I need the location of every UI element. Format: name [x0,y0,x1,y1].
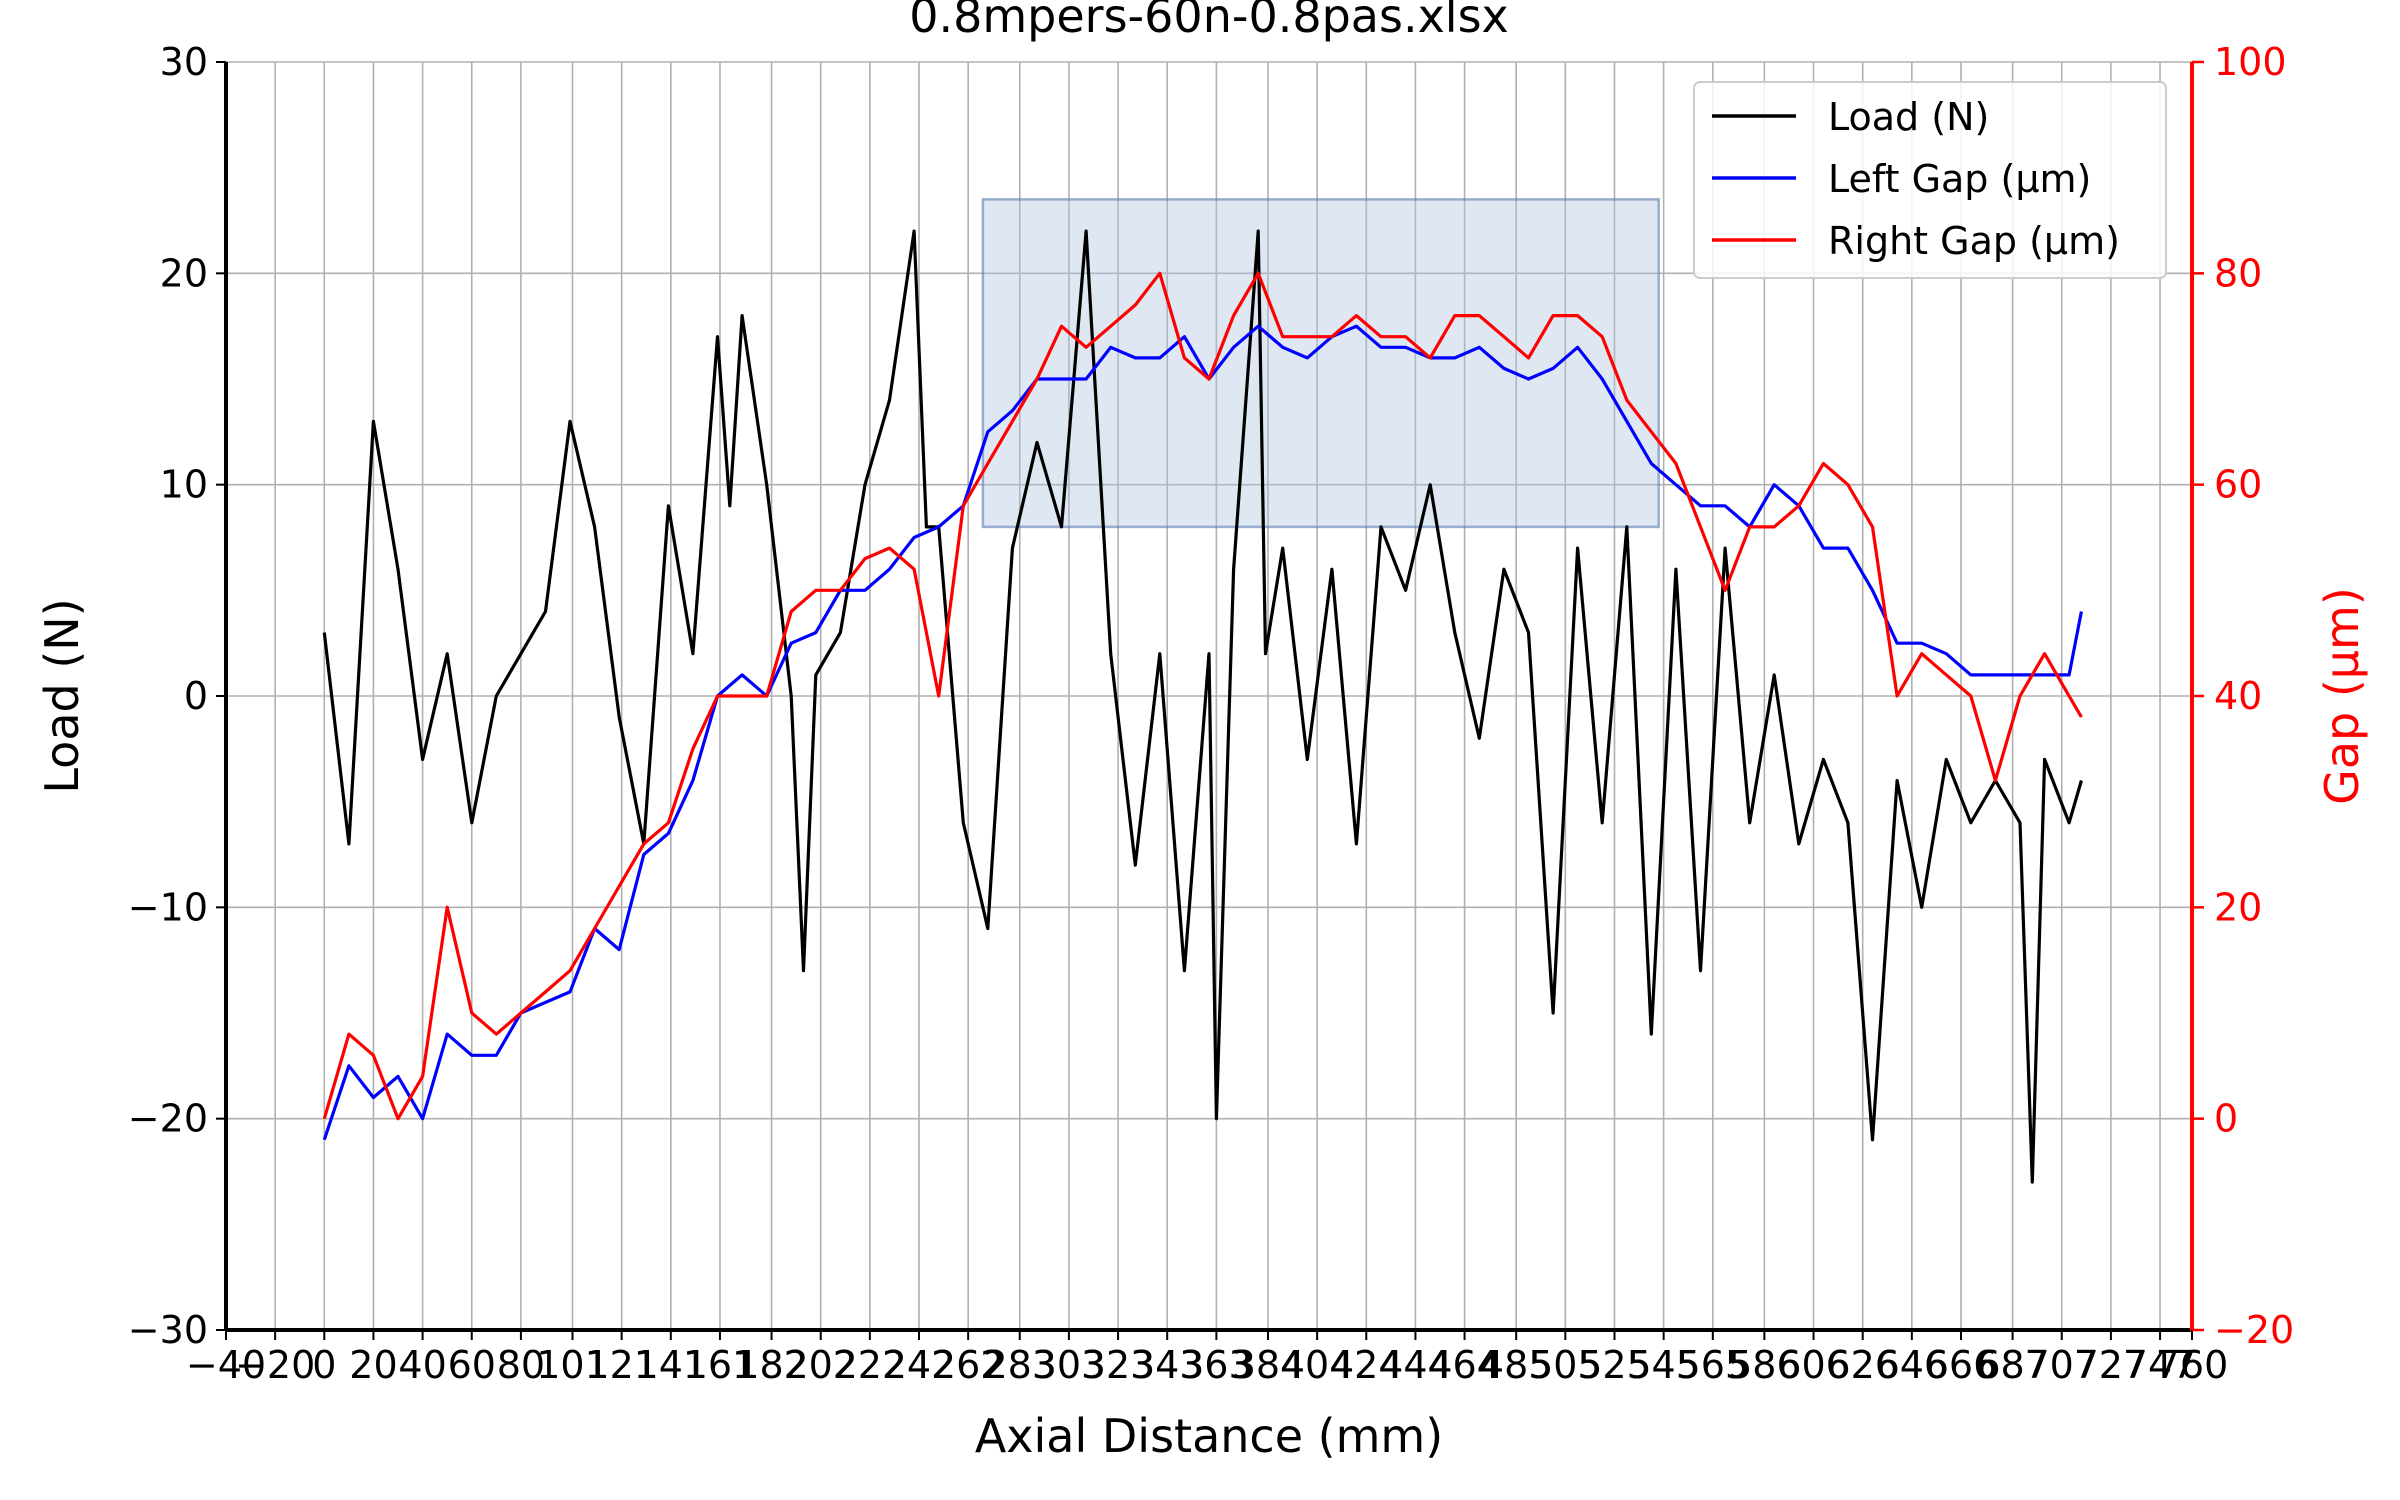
legend-label-right-gap: Right Gap (µm) [1828,219,2120,263]
y-tick-label: 30 [160,40,208,84]
x-tick-label: 687 [1976,1343,2049,1387]
y-tick-label: −30 [128,1308,208,1352]
x-tick-label: 0 [312,1343,336,1387]
series-layer [322,229,2083,1184]
x-tick-label: 444 [1379,1343,1452,1387]
x-tick-label: 545 [1627,1343,1700,1387]
x-tick-label: −20 [235,1343,315,1387]
x-tick-label: 747 [2124,1343,2197,1387]
x-tick-label: 141 [635,1343,708,1387]
x-tick-label: 586 [1728,1343,1801,1387]
x-tick-label: 464 [1428,1343,1501,1387]
y2-tick-label: −20 [2214,1308,2294,1352]
chart-title: 0.8mpers-60n-0.8pas.xlsx [909,0,1509,43]
x-tick-label: 525 [1578,1343,1651,1387]
ticks: −40−200 20 40 60 801011211411611822022222422… [128,40,2294,1387]
y2-tick-label: 60 [2214,463,2262,507]
x-tick-label: 182 [735,1343,808,1387]
x-tick-label: 363 [1180,1343,1253,1387]
x-tick-label: 505 [1529,1343,1602,1387]
y-tick-label: 10 [160,463,208,507]
x-tick-label: 727 [2075,1343,2148,1387]
x-tick-label: 101 [536,1343,609,1387]
x-tick-label: 121 [585,1343,658,1387]
x-tick-label: 760 [2156,1343,2229,1387]
highlight-box [981,198,1660,529]
x-tick-label: 565 [1677,1343,1750,1387]
x-tick-label: −40 [186,1343,266,1387]
x-tick-label: 606 [1777,1343,1850,1387]
x-tick-label: 202 [784,1343,857,1387]
x-tick-label: 343 [1131,1343,1204,1387]
y-tick-label: −20 [128,1097,208,1141]
x-tick-label: 424 [1330,1343,1403,1387]
x-tick-label: 40 [398,1343,446,1387]
x-tick-label: 60 [448,1343,496,1387]
y2-tick-label: 40 [2214,674,2262,718]
y-tick-label: 20 [160,251,208,295]
y2-axis-label: Gap (µm) [2315,587,2369,805]
x-tick-label: 707 [2025,1343,2098,1387]
x-tick-label: 384 [1232,1343,1305,1387]
legend: Load (N) Left Gap (µm) Right Gap (µm) [1693,81,2167,279]
y-tick-label: 0 [184,674,208,718]
x-tick-label: 323 [1082,1343,1155,1387]
x-tick-label: 404 [1281,1343,1354,1387]
x-tick-label: 283 [984,1343,1057,1387]
x-tick-label: 80 [497,1343,545,1387]
y-tick-label: −10 [128,885,208,929]
x-tick-label: 303 [1033,1343,1106,1387]
legend-label-load: Load (N) [1828,95,1989,139]
x-tick-label: 626 [1826,1343,1899,1387]
x-tick-label: 646 [1876,1343,1949,1387]
y-axis-label: Load (N) [35,598,89,793]
series-right-gap-line [322,271,2083,1121]
x-tick-label: 242 [883,1343,956,1387]
legend-box [1693,81,2167,279]
legend-label-left-gap: Left Gap (µm) [1828,157,2091,201]
x-tick-label: 20 [349,1343,397,1387]
y2-tick-label: 0 [2214,1097,2238,1141]
x-tick-label: 666 [1925,1343,1998,1387]
x-tick-label: 262 [932,1343,1005,1387]
y2-tick-label: 100 [2214,40,2287,84]
y2-tick-label: 80 [2214,251,2262,295]
x-axis-label: Axial Distance (mm) [975,1409,1443,1463]
x-tick-label: 222 [834,1343,907,1387]
x-tick-label: 485 [1480,1343,1553,1387]
y2-tick-label: 20 [2214,885,2262,929]
x-tick-label: 161 [684,1343,757,1387]
